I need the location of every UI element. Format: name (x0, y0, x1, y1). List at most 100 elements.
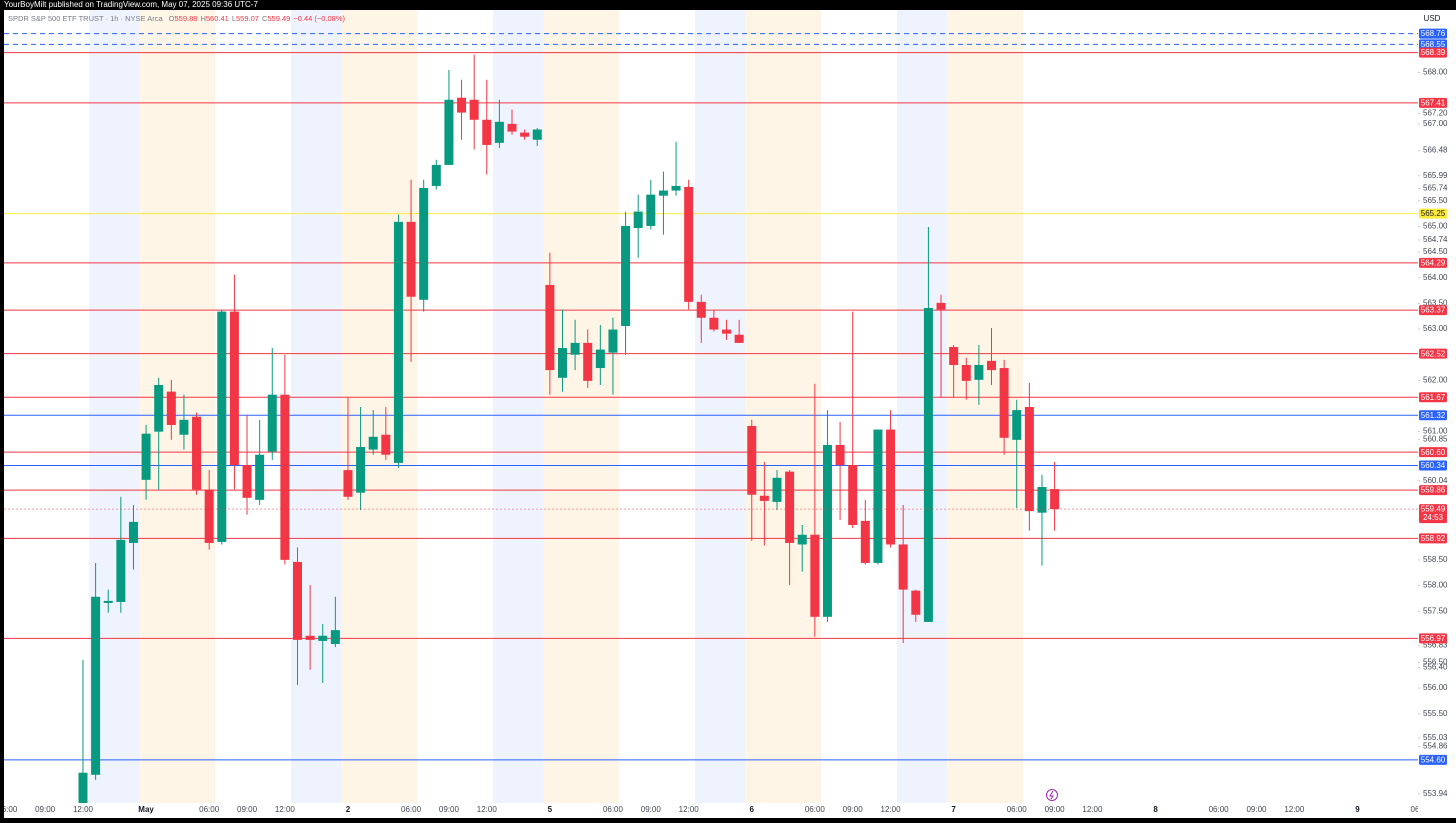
y-tick-label: 565.74 (1423, 184, 1448, 193)
y-tick-label: 567.00 (1423, 119, 1448, 128)
candle-body (217, 311, 227, 542)
candle-body (785, 471, 795, 543)
candle-body (431, 164, 441, 186)
x-tick-label: 09:00 (35, 805, 56, 814)
candle-body (532, 129, 542, 140)
y-tick-label: 564.74 (1423, 235, 1448, 244)
level-tag (1419, 633, 1447, 644)
candle-body (1037, 487, 1047, 513)
level-tag-label: 554.60 (1421, 756, 1446, 765)
alert-circle (1046, 789, 1058, 801)
legend-letter: O (169, 14, 175, 23)
candle-body (469, 99, 479, 120)
candle-body (608, 329, 618, 353)
x-tick-label: 09:00 (1045, 805, 1066, 814)
y-tick-label: 565.00 (1423, 222, 1448, 231)
session-band (694, 10, 746, 803)
candle-body (520, 132, 530, 137)
y-tick-label: 558.50 (1423, 555, 1448, 564)
y-tick-label: 558.00 (1423, 581, 1448, 590)
x-tick-label: 12:00 (679, 805, 700, 814)
candle-body (722, 329, 732, 334)
level-tag (1419, 410, 1447, 421)
y-tick-label: 565.99 (1423, 171, 1448, 180)
x-tick-label: 06:00 (805, 805, 826, 814)
session-band (291, 10, 342, 803)
x-tick-label: 6 (750, 805, 755, 814)
candle-body (255, 454, 265, 500)
y-tick-label: 564.00 (1423, 273, 1448, 282)
candle-body (545, 284, 555, 371)
level-tag-label: 561.67 (1421, 393, 1446, 402)
candle-body (154, 384, 164, 432)
y-tick-label: 565.50 (1423, 196, 1448, 205)
candle-body (822, 444, 832, 617)
candle-body (961, 364, 971, 381)
y-tick-label: 560.85 (1423, 434, 1448, 443)
legend-letter: L (232, 14, 236, 23)
publish-header: YourBoyMilt published on TradingView.com… (4, 0, 258, 9)
y-tick-label: 556.50 (1423, 658, 1448, 667)
y-tick-label: 554.86 (1423, 742, 1448, 751)
candle-body (658, 190, 668, 196)
y-tick-label: 556.83 (1423, 641, 1448, 650)
x-tick-label: 12:00 (477, 805, 498, 814)
candle-body (128, 521, 138, 543)
level-tag (1419, 208, 1447, 219)
session-band (543, 10, 620, 803)
candle-body (242, 464, 252, 498)
candle-body (557, 348, 567, 378)
y-tick-label: 566.48 (1423, 146, 1448, 155)
session-band (745, 10, 822, 803)
level-tag (1419, 348, 1447, 359)
candle-body (860, 520, 870, 563)
candle-body (1012, 410, 1022, 440)
candle-body (772, 477, 782, 502)
candle-body (457, 97, 467, 113)
candle-body (835, 444, 845, 465)
y-tick-label: 563.00 (1423, 324, 1448, 333)
x-tick-label: 7 (951, 805, 956, 814)
level-tag-label: 568.76 (1421, 29, 1446, 38)
candle-body (330, 630, 340, 644)
level-tag (1419, 97, 1447, 108)
x-tick-label: 12:00 (881, 805, 902, 814)
x-tick-label: 06:00 (1411, 805, 1432, 814)
candle-body (444, 99, 454, 165)
candle-body (671, 185, 681, 191)
y-tick-label: 556.00 (1423, 683, 1448, 692)
session-band (896, 10, 948, 803)
level-tag (1419, 39, 1447, 50)
candle-body (229, 311, 239, 465)
legend-letter: C (262, 14, 268, 23)
candle-body (999, 368, 1009, 438)
x-tick-label: 09:00 (439, 805, 460, 814)
legend-value: 559.88 (174, 14, 197, 23)
candle-body (343, 470, 353, 497)
candle-body (419, 187, 429, 300)
x-tick-label: 06:00 (0, 805, 18, 814)
level-tag-label: 563.37 (1421, 306, 1446, 315)
plot (4, 10, 1418, 803)
level-tag-label: 558.92 (1421, 534, 1446, 543)
candle-body (747, 425, 757, 495)
level-tag-label: 564.29 (1421, 258, 1446, 267)
candle-body (873, 429, 883, 563)
candle-body (103, 600, 113, 603)
candle-body (280, 394, 290, 560)
candle-body (570, 342, 580, 355)
y-tick-label: 555.50 (1423, 709, 1448, 718)
x-tick-label: 09:00 (1246, 805, 1267, 814)
candle-body (646, 194, 656, 226)
candle-body (1050, 489, 1060, 510)
candle-body (898, 544, 908, 590)
time-axis: 06:00 09:00 12:00 May 06:00 09:00 12:00 2 06:00 0… (0, 805, 1432, 814)
last-price-label: 559.49 (1421, 505, 1446, 514)
y-tick-label: 553.94 (1423, 789, 1448, 798)
x-tick-label: 9 (1355, 805, 1360, 814)
candle-body (141, 433, 151, 480)
candle-body (78, 772, 88, 803)
candle-body (356, 447, 366, 493)
candle-body (204, 489, 214, 543)
